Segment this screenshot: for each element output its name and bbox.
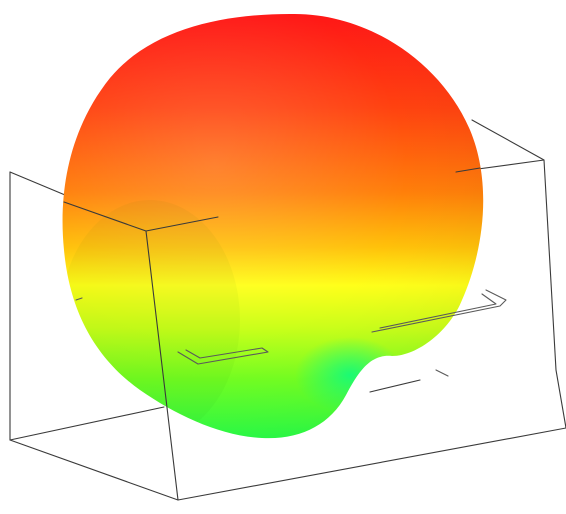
wireframe-box-back: [9, 119, 557, 441]
wireframe-box-front: [9, 167, 566, 501]
antenna-substrate-front: [75, 289, 507, 365]
